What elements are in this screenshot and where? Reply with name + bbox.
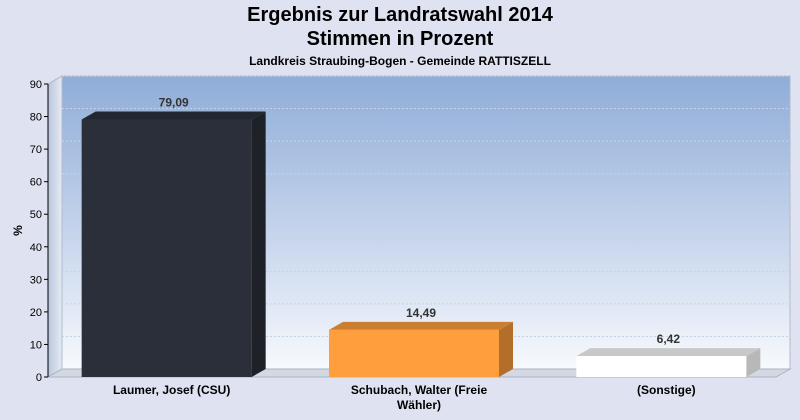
chart-title-line-1: Ergebnis zur Landratswahl 2014 [247, 4, 553, 26]
y-tick-label: 30 [30, 274, 42, 286]
y-tick-label: 0 [36, 372, 42, 384]
y-tick-label: 60 [30, 177, 42, 189]
bar-top [576, 348, 761, 357]
bar-value-label: 79,09 [159, 96, 189, 110]
bar-front [329, 329, 499, 377]
bar-value-label: 14,49 [406, 306, 436, 320]
bar-side [746, 348, 761, 377]
category-label: Schubach, Walter (Freie Wähler) [351, 383, 488, 412]
category-label: (Sonstige) [637, 383, 696, 397]
bar-side [499, 321, 513, 377]
y-tick-label: 70 [30, 144, 42, 156]
bar-value-label: 6,42 [657, 332, 681, 346]
bar-top [81, 111, 266, 120]
bar [329, 321, 513, 377]
bar [81, 111, 266, 377]
y-tick-label: 40 [30, 242, 42, 254]
bar-top [329, 321, 513, 330]
bar [576, 348, 761, 377]
category-label: Laumer, Josef (CSU) [113, 383, 230, 397]
chart-subtitle: Landkreis Straubing-Bogen - Gemeinde RAT… [249, 54, 551, 68]
bar-front [576, 356, 747, 377]
y-tick-label: 10 [30, 339, 42, 351]
y-tick-label: 50 [30, 209, 42, 221]
plot-left-wall [47, 75, 63, 378]
y-axis-label: % [11, 225, 25, 236]
y-tick-label: 20 [30, 307, 42, 319]
bar-front [81, 119, 252, 377]
y-tick-label: 80 [30, 112, 42, 124]
chart-title-line-2: Stimmen in Prozent [306, 28, 494, 50]
bar-side [251, 111, 266, 377]
y-tick-label: 90 [30, 79, 42, 91]
